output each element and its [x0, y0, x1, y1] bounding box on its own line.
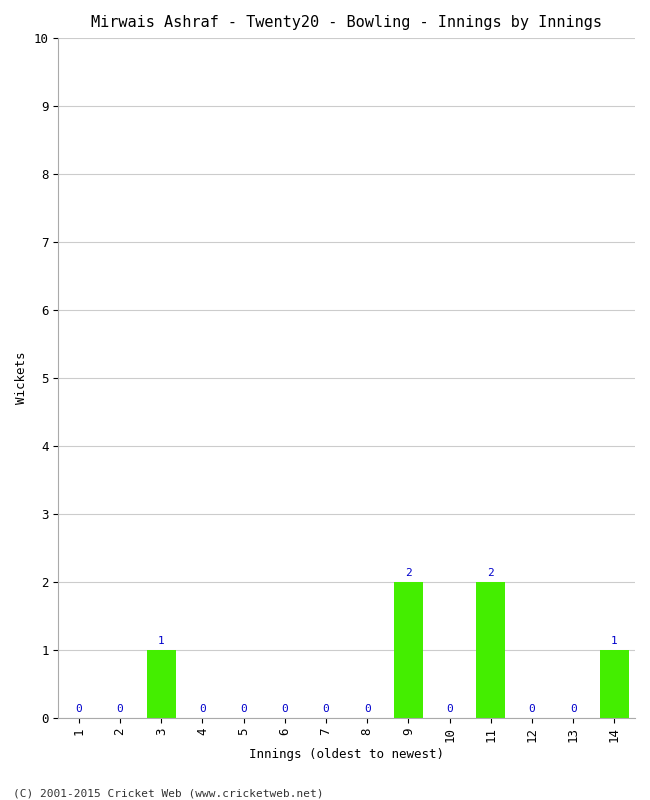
Text: 0: 0: [75, 704, 83, 714]
Text: 0: 0: [447, 704, 453, 714]
Text: 0: 0: [528, 704, 536, 714]
Bar: [600, 650, 629, 718]
Bar: [394, 582, 423, 718]
Text: 0: 0: [199, 704, 206, 714]
Text: 0: 0: [281, 704, 288, 714]
Text: 0: 0: [364, 704, 370, 714]
X-axis label: Innings (oldest to newest): Innings (oldest to newest): [249, 748, 444, 761]
Text: 2: 2: [488, 568, 494, 578]
Bar: [147, 650, 176, 718]
Text: 1: 1: [611, 636, 618, 646]
Text: (C) 2001-2015 Cricket Web (www.cricketweb.net): (C) 2001-2015 Cricket Web (www.cricketwe…: [13, 788, 324, 798]
Text: 1: 1: [158, 636, 164, 646]
Bar: [476, 582, 505, 718]
Y-axis label: Wickets: Wickets: [15, 352, 28, 404]
Text: 0: 0: [240, 704, 247, 714]
Title: Mirwais Ashraf - Twenty20 - Bowling - Innings by Innings: Mirwais Ashraf - Twenty20 - Bowling - In…: [91, 15, 602, 30]
Text: 2: 2: [405, 568, 412, 578]
Text: 0: 0: [322, 704, 330, 714]
Text: 0: 0: [570, 704, 577, 714]
Text: 0: 0: [117, 704, 124, 714]
